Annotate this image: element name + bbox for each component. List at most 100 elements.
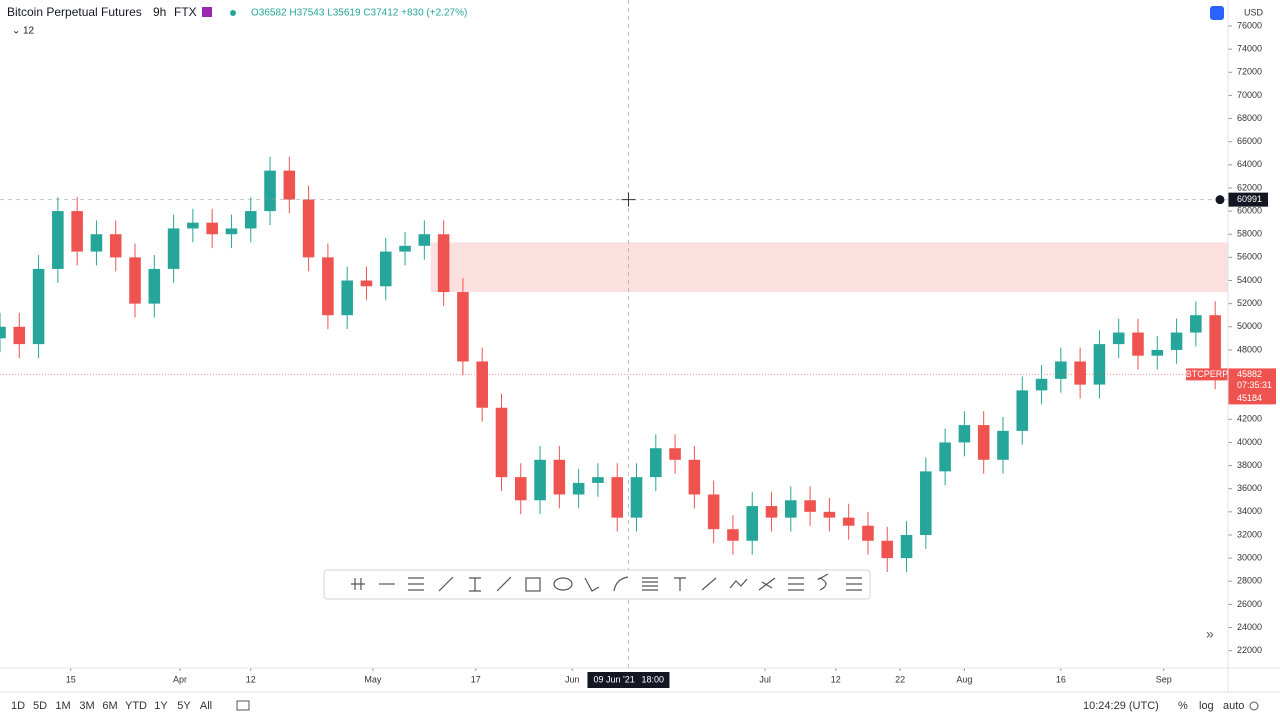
drawing-toolbar	[323, 569, 871, 600]
currency[interactable]: USD	[1244, 7, 1264, 17]
y-tick-label: 70000	[1237, 90, 1262, 100]
tool-fib[interactable]	[408, 577, 424, 591]
crosshair-price: 60991	[1237, 194, 1262, 204]
tool-forecast[interactable]	[758, 577, 776, 591]
y-tick-label: 68000	[1237, 113, 1262, 123]
range-button[interactable]: All	[200, 700, 212, 712]
y-tick-label: 28000	[1237, 576, 1262, 586]
countdown: 07:35:31	[1237, 380, 1272, 390]
tool-bars[interactable]	[351, 578, 365, 590]
x-tick-label: Jul	[759, 674, 771, 684]
tool-pattern[interactable]	[729, 578, 748, 589]
y-tick-label: 42000	[1237, 414, 1262, 424]
last-price-symbol: BTCPERP	[1186, 369, 1229, 379]
candle-body	[977, 425, 990, 460]
flag-icon[interactable]	[202, 7, 212, 17]
x-tick-label: 22	[895, 674, 905, 684]
y-tick-label: 58000	[1237, 229, 1262, 239]
candle-body	[90, 234, 103, 252]
tool-path[interactable]	[817, 573, 829, 591]
y-tick-label: 48000	[1237, 344, 1262, 354]
candle-body	[71, 211, 83, 252]
bottom-toolbar: 10:24:29 (UTC) % log auto 1D 5D 1M 3M 6M YTD 1…	[11, 700, 1259, 712]
candle-body	[881, 540, 894, 559]
date-range-icon[interactable]	[236, 700, 250, 711]
candle-body	[0, 326, 6, 339]
range-button[interactable]: 1M	[55, 700, 70, 712]
range-button[interactable]: 1Y	[154, 700, 168, 712]
crosshair-time: 18:00	[641, 674, 664, 684]
y-tick-label: 60000	[1237, 205, 1262, 215]
candle-body	[109, 234, 122, 258]
candle-body	[1151, 349, 1164, 356]
log-toggle[interactable]: log	[1199, 700, 1214, 712]
y-tick-label: 34000	[1237, 506, 1262, 516]
candle-body	[418, 234, 431, 246]
x-tick-label: Jun	[565, 674, 580, 684]
candle-body	[206, 222, 218, 235]
tool-ellipse[interactable]	[553, 577, 573, 591]
candle-body	[360, 280, 373, 287]
tool-curve[interactable]	[613, 576, 629, 592]
tool-trend[interactable]	[438, 576, 454, 592]
auto-toggle[interactable]: auto	[1223, 700, 1244, 712]
candle-body	[900, 534, 913, 559]
tool-brush[interactable]	[701, 577, 717, 591]
y-tick-label: 50000	[1237, 321, 1262, 331]
clock: 10:24:29 (UTC)	[1083, 700, 1159, 712]
exchange: FTX	[174, 5, 197, 19]
candle-body	[1132, 332, 1144, 356]
tool-range[interactable]	[469, 577, 481, 592]
supply-zone	[430, 242, 1228, 293]
tool-lines[interactable]	[642, 577, 658, 591]
tool-position[interactable]	[788, 577, 804, 591]
tool-triangle[interactable]	[584, 577, 600, 592]
indicator-toggle[interactable]: ⌄	[12, 26, 20, 37]
candle-body	[1190, 315, 1202, 333]
ohlc: O36582 H37543 L35619 C37412 +830 (+2.27%…	[251, 8, 467, 19]
settings-icon[interactable]	[1249, 701, 1259, 711]
candle-body	[553, 459, 566, 495]
candle-body	[765, 506, 778, 518]
range-button[interactable]: 1D	[11, 700, 25, 712]
range-button[interactable]: 5D	[33, 700, 47, 712]
tool-more[interactable]	[846, 577, 862, 591]
scroll-right[interactable]: »	[1206, 626, 1214, 642]
candle-body	[13, 326, 26, 345]
candle-body	[1209, 315, 1221, 376]
low-label: 45184	[1237, 393, 1262, 403]
y-tick-label: 74000	[1237, 44, 1262, 54]
crosshair-plus	[1214, 194, 1226, 206]
crosshair-price-box	[1228, 192, 1268, 207]
percent-toggle[interactable]: %	[1178, 700, 1188, 712]
range-button[interactable]: 5Y	[177, 700, 191, 712]
tool-rect[interactable]	[525, 577, 541, 592]
y-tick-label: 52000	[1237, 298, 1262, 308]
status-dot	[230, 10, 236, 16]
y-tick-label: 76000	[1237, 20, 1262, 30]
range-button[interactable]: 6M	[102, 700, 117, 712]
candle-body	[437, 234, 450, 293]
candle-body	[1016, 390, 1029, 431]
x-tick-label: 15	[66, 674, 76, 684]
x-tick-label: 12	[246, 674, 256, 684]
x-tick-label: May	[364, 674, 382, 684]
candle-body	[302, 199, 315, 258]
candle-body	[457, 292, 469, 362]
x-tick-label: Sep	[1156, 674, 1172, 684]
range-button[interactable]: 3M	[79, 700, 94, 712]
candle-body	[514, 477, 527, 501]
candle-body	[707, 494, 720, 530]
range-button[interactable]: YTD	[125, 700, 147, 712]
y-tick-label: 56000	[1237, 252, 1262, 262]
candle-body	[727, 529, 739, 541]
sync-icon[interactable]	[1210, 6, 1224, 20]
candle-body	[1035, 378, 1048, 391]
tool-text[interactable]	[674, 577, 686, 591]
candle-body	[688, 459, 701, 495]
indicator-count[interactable]: 12	[23, 26, 35, 37]
tool-ray[interactable]	[496, 576, 512, 592]
x-tick-label: 12	[831, 674, 841, 684]
